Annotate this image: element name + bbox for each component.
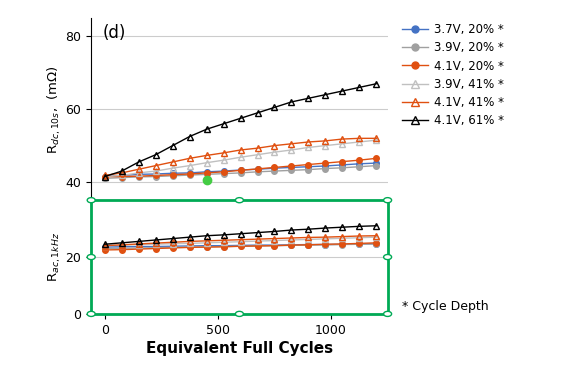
Legend: 3.7V, 20% *, 3.9V, 20% *, 4.1V, 20% *, 3.9V, 41% *, 4.1V, 41% *, 4.1V, 61% *: 3.7V, 20% *, 3.9V, 20% *, 4.1V, 20% *, 3… — [400, 20, 506, 130]
X-axis label: Equivalent Full Cycles: Equivalent Full Cycles — [146, 341, 333, 356]
Y-axis label: R$_{ac,1kHz}$: R$_{ac,1kHz}$ — [46, 232, 63, 282]
Y-axis label: R$_{dc,10s}$,  (m$\Omega$): R$_{dc,10s}$, (m$\Omega$) — [45, 65, 63, 154]
Text: * Cycle Depth: * Cycle Depth — [402, 300, 489, 313]
Text: (d): (d) — [103, 24, 127, 42]
